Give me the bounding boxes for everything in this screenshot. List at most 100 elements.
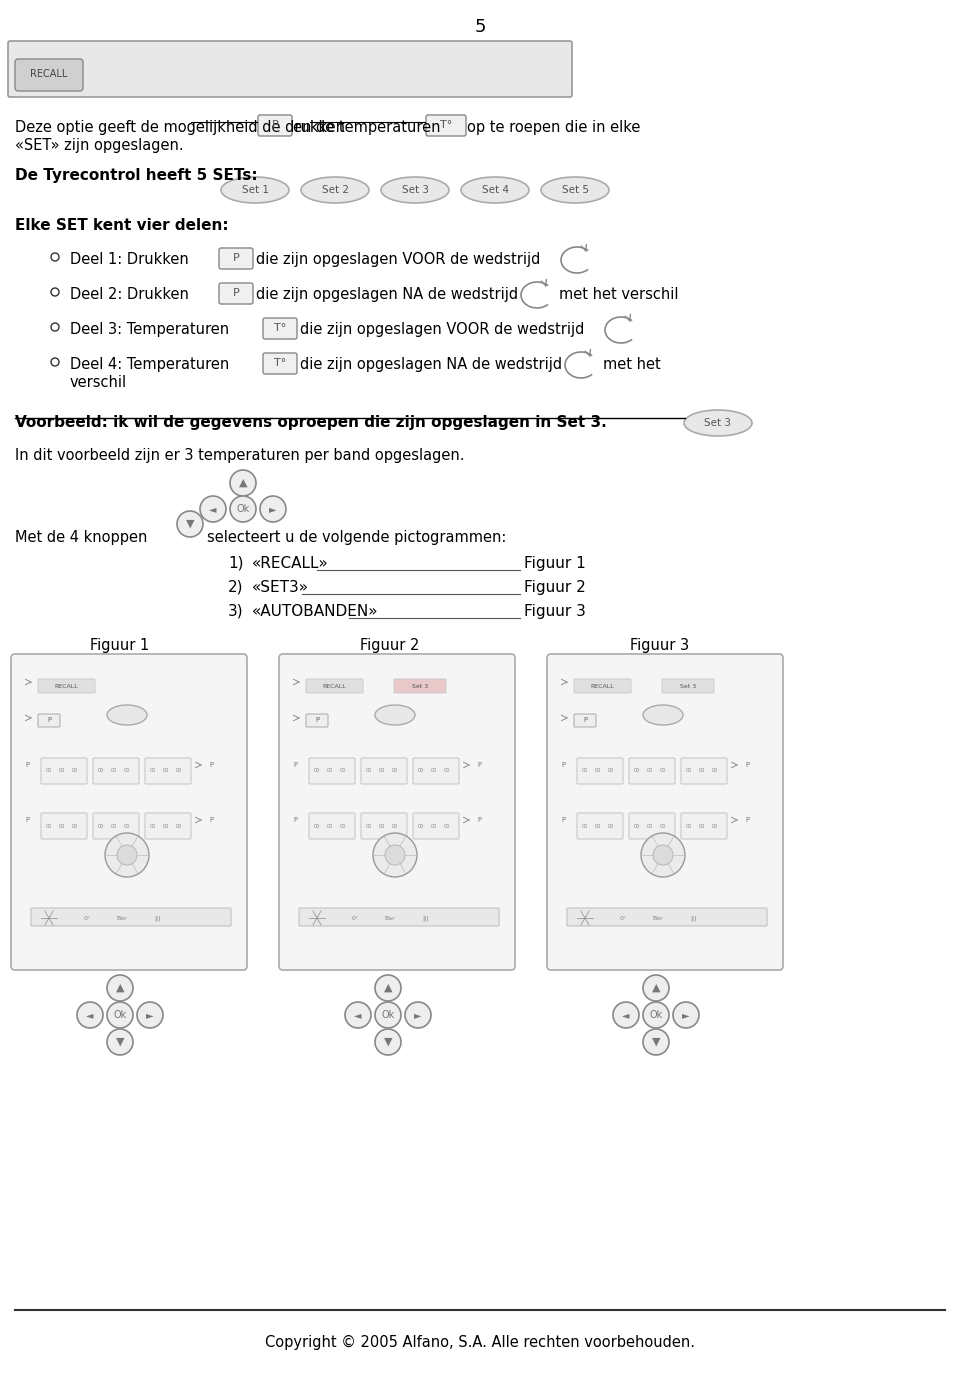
Text: ▲: ▲ [384, 983, 393, 993]
Text: P: P [209, 817, 213, 823]
Text: 00: 00 [110, 823, 117, 829]
Text: Figuur 3: Figuur 3 [631, 638, 689, 653]
Text: RECALL: RECALL [31, 69, 68, 78]
FancyBboxPatch shape [8, 41, 572, 96]
Circle shape [653, 845, 673, 865]
Text: 0°: 0° [84, 916, 90, 920]
Text: 00: 00 [608, 768, 614, 774]
Text: 00: 00 [72, 823, 78, 829]
Ellipse shape [107, 705, 147, 726]
Text: Set 2: Set 2 [322, 185, 348, 196]
Circle shape [51, 358, 59, 366]
Text: 00: 00 [444, 768, 450, 774]
Text: Ok: Ok [236, 504, 250, 514]
Text: 00: 00 [647, 768, 653, 774]
FancyBboxPatch shape [41, 812, 87, 839]
Text: Deel 3: Temperaturen: Deel 3: Temperaturen [70, 322, 229, 337]
Text: Figuur 1: Figuur 1 [90, 638, 150, 653]
Text: P: P [25, 817, 29, 823]
FancyBboxPatch shape [574, 715, 596, 727]
Circle shape [137, 1002, 163, 1029]
FancyBboxPatch shape [413, 812, 459, 839]
Circle shape [230, 470, 256, 496]
Text: De Tyrecontrol heeft 5 SETs:: De Tyrecontrol heeft 5 SETs: [15, 168, 257, 183]
Text: 00: 00 [582, 768, 588, 774]
Text: Ok: Ok [381, 1009, 395, 1020]
Text: Set 3: Set 3 [680, 683, 696, 688]
Text: 00: 00 [176, 768, 182, 774]
Circle shape [230, 496, 256, 522]
Text: 00: 00 [392, 768, 398, 774]
Circle shape [375, 1002, 401, 1029]
Text: verschil: verschil [70, 375, 127, 390]
Text: 00: 00 [314, 823, 320, 829]
Text: 00: 00 [699, 768, 706, 774]
Text: 00: 00 [379, 823, 385, 829]
Text: Set 5: Set 5 [562, 185, 588, 196]
Text: ▼: ▼ [652, 1037, 660, 1047]
FancyBboxPatch shape [394, 679, 446, 693]
Text: «SET» zijn opgeslagen.: «SET» zijn opgeslagen. [15, 138, 183, 153]
FancyBboxPatch shape [263, 353, 297, 375]
Text: die zijn opgeslagen VOOR de wedstrijd: die zijn opgeslagen VOOR de wedstrijd [256, 252, 540, 267]
Text: 00: 00 [163, 768, 169, 774]
Circle shape [117, 845, 137, 865]
Text: ▲: ▲ [239, 478, 248, 487]
Text: ►: ► [683, 1009, 689, 1020]
FancyBboxPatch shape [41, 757, 87, 784]
Text: RECALL: RECALL [54, 683, 78, 688]
Ellipse shape [221, 178, 289, 202]
Text: Set 3: Set 3 [705, 419, 732, 428]
Text: Figuur 3: Figuur 3 [524, 605, 586, 620]
Text: 00: 00 [685, 768, 692, 774]
Text: |||: ||| [421, 916, 428, 921]
FancyBboxPatch shape [574, 679, 631, 693]
Text: 00: 00 [595, 768, 601, 774]
Text: ▼: ▼ [116, 1037, 124, 1047]
Text: Elke SET kent vier delen:: Elke SET kent vier delen: [15, 218, 228, 233]
Text: 00: 00 [46, 823, 52, 829]
FancyBboxPatch shape [629, 757, 675, 784]
FancyBboxPatch shape [38, 679, 95, 693]
Text: met het: met het [603, 357, 660, 372]
Ellipse shape [541, 178, 609, 202]
FancyBboxPatch shape [577, 757, 623, 784]
Text: 00: 00 [150, 823, 156, 829]
Text: Deze optie geeft de mogelijkheid de drukken: Deze optie geeft de mogelijkheid de druk… [15, 120, 345, 135]
Text: ►: ► [146, 1009, 154, 1020]
FancyBboxPatch shape [361, 757, 407, 784]
Text: P: P [477, 817, 481, 823]
Text: 00: 00 [660, 768, 666, 774]
FancyBboxPatch shape [413, 757, 459, 784]
Text: 00: 00 [46, 768, 52, 774]
Text: T°: T° [274, 324, 286, 333]
FancyBboxPatch shape [38, 715, 60, 727]
Text: 00: 00 [59, 768, 65, 774]
FancyBboxPatch shape [309, 812, 355, 839]
Text: 00: 00 [110, 768, 117, 774]
Text: Figuur 2: Figuur 2 [360, 638, 420, 653]
Text: «AUTOBANDEN»: «AUTOBANDEN» [252, 605, 378, 620]
Text: P: P [232, 253, 239, 263]
Text: Deel 4: Temperaturen: Deel 4: Temperaturen [70, 357, 229, 372]
Text: |||: ||| [154, 916, 160, 921]
Text: 00: 00 [340, 768, 347, 774]
Text: ▲: ▲ [116, 983, 124, 993]
Circle shape [51, 324, 59, 330]
Text: 00: 00 [366, 768, 372, 774]
Ellipse shape [643, 705, 683, 726]
Text: «RECALL»: «RECALL» [252, 556, 328, 571]
Circle shape [107, 975, 133, 1001]
Text: P: P [209, 761, 213, 768]
Text: T°: T° [440, 120, 452, 129]
FancyBboxPatch shape [309, 757, 355, 784]
Text: selecteert u de volgende pictogrammen:: selecteert u de volgende pictogrammen: [207, 530, 506, 545]
Circle shape [613, 1002, 639, 1029]
Circle shape [51, 288, 59, 296]
Text: 00: 00 [150, 768, 156, 774]
Text: ◄: ◄ [354, 1009, 362, 1020]
Text: P: P [272, 120, 278, 129]
Text: 00: 00 [379, 768, 385, 774]
Text: P: P [745, 761, 749, 768]
Text: Ok: Ok [113, 1009, 127, 1020]
